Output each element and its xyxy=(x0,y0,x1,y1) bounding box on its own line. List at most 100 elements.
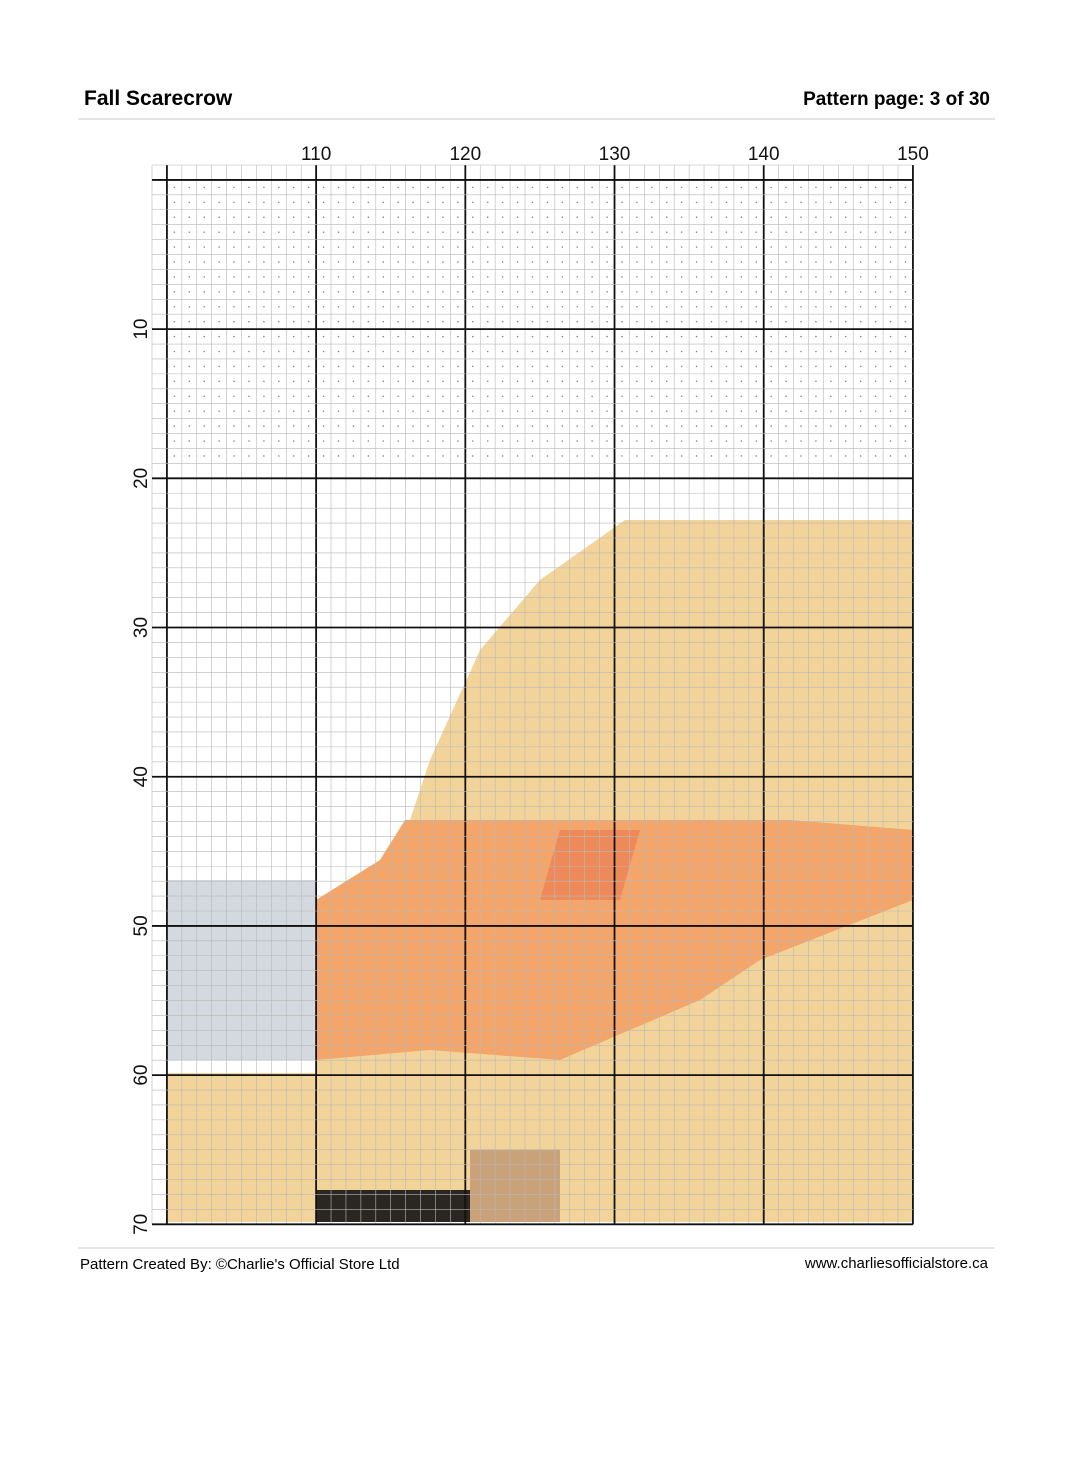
empty-stitch xyxy=(486,216,489,219)
empty-stitch xyxy=(680,231,683,233)
empty-stitch xyxy=(904,335,907,338)
empty-stitch xyxy=(292,276,295,278)
empty-stitch xyxy=(173,291,176,293)
empty-stitch xyxy=(173,320,176,323)
empty-stitch xyxy=(606,455,608,457)
empty-stitch xyxy=(352,395,355,398)
empty-stitch xyxy=(651,350,653,353)
empty-stitch xyxy=(471,410,474,412)
empty-stitch xyxy=(889,455,892,457)
empty-stitch xyxy=(531,320,534,323)
empty-stitch xyxy=(248,246,250,248)
empty-stitch xyxy=(278,261,280,263)
empty-stitch xyxy=(442,305,444,308)
empty-stitch xyxy=(636,186,638,189)
empty-stitch xyxy=(606,216,608,219)
empty-stitch xyxy=(606,186,608,189)
empty-stitch xyxy=(680,291,683,293)
empty-stitch xyxy=(278,410,280,412)
empty-stitch xyxy=(904,231,907,233)
empty-stitch xyxy=(218,216,220,219)
empty-stitch xyxy=(636,216,638,219)
empty-stitch xyxy=(770,201,772,204)
empty-stitch xyxy=(352,291,355,293)
empty-stitch xyxy=(382,440,385,442)
empty-stitch xyxy=(636,231,638,233)
empty-stitch xyxy=(859,365,862,368)
empty-stitch xyxy=(651,186,653,189)
empty-stitch xyxy=(471,231,474,233)
empty-stitch xyxy=(352,410,355,412)
empty-stitch xyxy=(651,305,653,308)
empty-stitch xyxy=(859,186,862,189)
empty-stitch xyxy=(486,350,489,353)
empty-stitch xyxy=(710,216,713,219)
empty-stitch xyxy=(457,455,459,457)
empty-stitch xyxy=(263,380,265,383)
empty-stitch xyxy=(800,455,802,457)
empty-stitch xyxy=(889,320,892,323)
empty-stitch xyxy=(546,246,549,248)
empty-stitch xyxy=(576,335,579,338)
empty-stitch xyxy=(263,335,265,338)
empty-stitch xyxy=(203,261,206,263)
empty-stitch xyxy=(442,455,444,457)
empty-stitch xyxy=(233,216,235,219)
empty-stitch xyxy=(367,380,370,383)
empty-stitch xyxy=(203,455,206,457)
empty-stitch xyxy=(665,425,668,427)
empty-stitch xyxy=(636,261,638,263)
empty-stitch xyxy=(904,291,907,293)
empty-stitch xyxy=(307,186,310,189)
empty-stitch xyxy=(367,335,370,338)
empty-stitch xyxy=(844,455,847,457)
empty-stitch xyxy=(516,276,519,278)
empty-stitch xyxy=(800,291,802,293)
empty-stitch xyxy=(203,246,206,248)
empty-stitch xyxy=(665,455,668,457)
empty-stitch xyxy=(710,261,713,263)
empty-stitch xyxy=(710,365,713,368)
empty-stitch xyxy=(292,410,295,412)
empty-stitch xyxy=(546,440,549,442)
empty-stitch xyxy=(367,410,370,412)
empty-stitch xyxy=(785,291,787,293)
empty-stitch xyxy=(755,246,758,248)
empty-stitch xyxy=(486,425,489,427)
empty-stitch xyxy=(815,216,817,219)
empty-stitch xyxy=(278,276,280,278)
empty-stitch xyxy=(471,455,474,457)
empty-stitch xyxy=(307,335,310,338)
empty-stitch xyxy=(278,380,280,383)
empty-stitch xyxy=(680,186,683,189)
empty-stitch xyxy=(382,261,385,263)
empty-stitch xyxy=(397,335,399,338)
empty-stitch xyxy=(621,231,623,233)
empty-stitch xyxy=(695,365,698,368)
empty-stitch xyxy=(322,365,325,368)
empty-stitch xyxy=(680,440,683,442)
empty-stitch xyxy=(889,276,892,278)
empty-stitch xyxy=(412,425,414,427)
empty-stitch xyxy=(830,335,832,338)
empty-stitch xyxy=(397,395,399,398)
empty-stitch xyxy=(397,276,399,278)
empty-stitch xyxy=(889,425,892,427)
empty-stitch xyxy=(785,440,787,442)
empty-stitch xyxy=(457,410,459,412)
empty-stitch xyxy=(501,335,504,338)
empty-stitch xyxy=(442,410,444,412)
empty-stitch xyxy=(710,455,713,457)
empty-stitch xyxy=(815,455,817,457)
empty-stitch xyxy=(680,350,683,353)
empty-stitch xyxy=(665,350,668,353)
empty-stitch xyxy=(546,186,549,189)
empty-stitch xyxy=(337,231,340,233)
empty-stitch xyxy=(665,201,668,204)
empty-stitch xyxy=(785,261,787,263)
empty-stitch xyxy=(651,425,653,427)
empty-stitch xyxy=(501,246,504,248)
empty-stitch xyxy=(322,395,325,398)
empty-stitch xyxy=(248,380,250,383)
empty-stitch xyxy=(844,246,847,248)
